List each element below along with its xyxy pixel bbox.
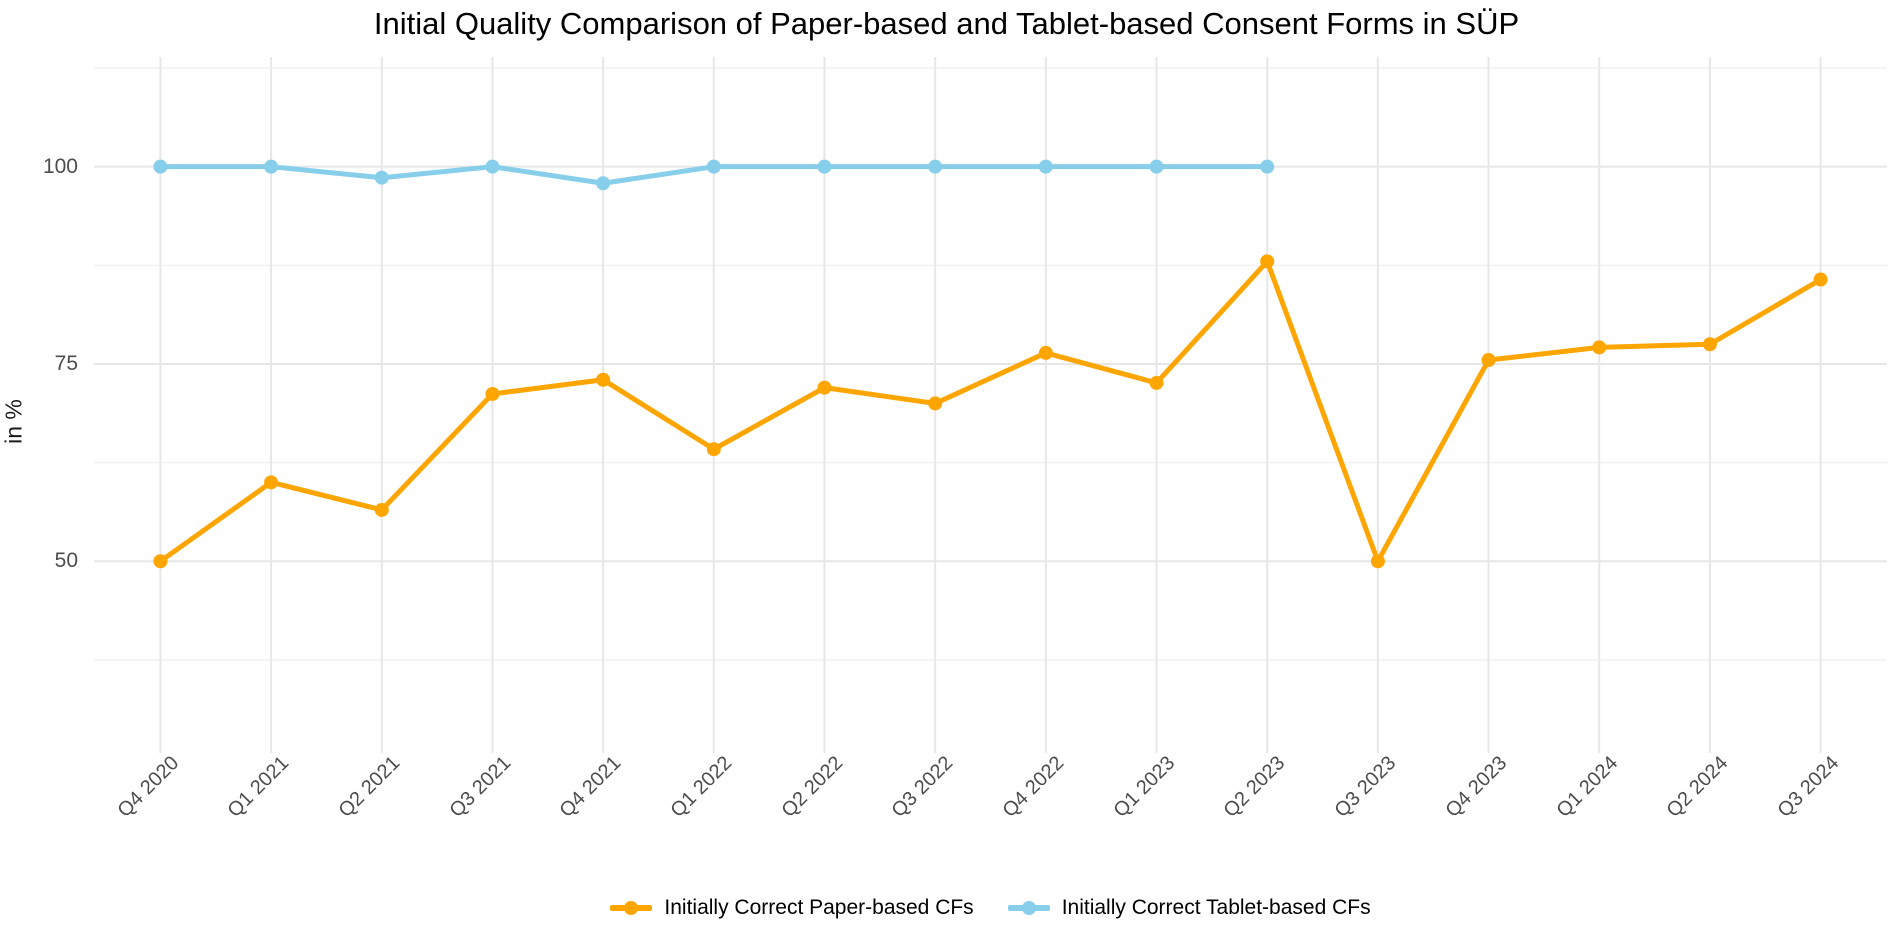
data-point: [1813, 272, 1828, 287]
legend-key-paper-icon: [610, 897, 653, 919]
legend-point-swatch-tablet: [1021, 901, 1036, 915]
data-point: [374, 170, 389, 185]
data-point: [264, 159, 279, 174]
data-point: [596, 176, 611, 191]
data-point: [928, 159, 943, 174]
data-point: [596, 372, 611, 387]
data-point: [1038, 159, 1053, 174]
legend-label-paper: Initially Correct Paper-based CFs: [664, 896, 974, 919]
legend-item-tablet: Initially Correct Tablet-based CFs: [1007, 896, 1371, 920]
y-tick-label: 100: [42, 154, 78, 178]
data-point: [1702, 337, 1717, 352]
data-point: [1260, 159, 1275, 174]
legend-item-paper: Initially Correct Paper-based CFs: [610, 896, 974, 920]
data-point: [1370, 554, 1385, 569]
legend: Initially Correct Paper-based CFs Initia…: [94, 896, 1887, 920]
legend-key-tablet-icon: [1007, 897, 1050, 919]
legend-point-swatch-paper: [624, 901, 639, 915]
data-point: [1038, 345, 1053, 360]
data-point: [485, 159, 500, 174]
y-tick-label: 50: [54, 549, 78, 573]
data-point: [485, 386, 500, 401]
data-point: [264, 475, 279, 490]
data-point: [1481, 353, 1496, 368]
chart-title: Initial Quality Comparison of Paper-base…: [373, 6, 1520, 41]
data-point: [928, 396, 943, 411]
data-point: [706, 442, 721, 457]
data-point: [153, 159, 168, 174]
legend-label-tablet: Initially Correct Tablet-based CFs: [1061, 896, 1371, 919]
data-point: [1149, 375, 1164, 390]
data-point: [153, 554, 168, 569]
y-tick-label: 75: [54, 351, 78, 375]
data-point: [817, 380, 832, 395]
data-point: [1592, 340, 1607, 355]
data-point: [1149, 159, 1164, 174]
data-point: [817, 159, 832, 174]
data-point: [1260, 254, 1275, 269]
data-point: [706, 159, 721, 174]
series-line: [158, 258, 1822, 564]
data-point: [374, 502, 389, 517]
